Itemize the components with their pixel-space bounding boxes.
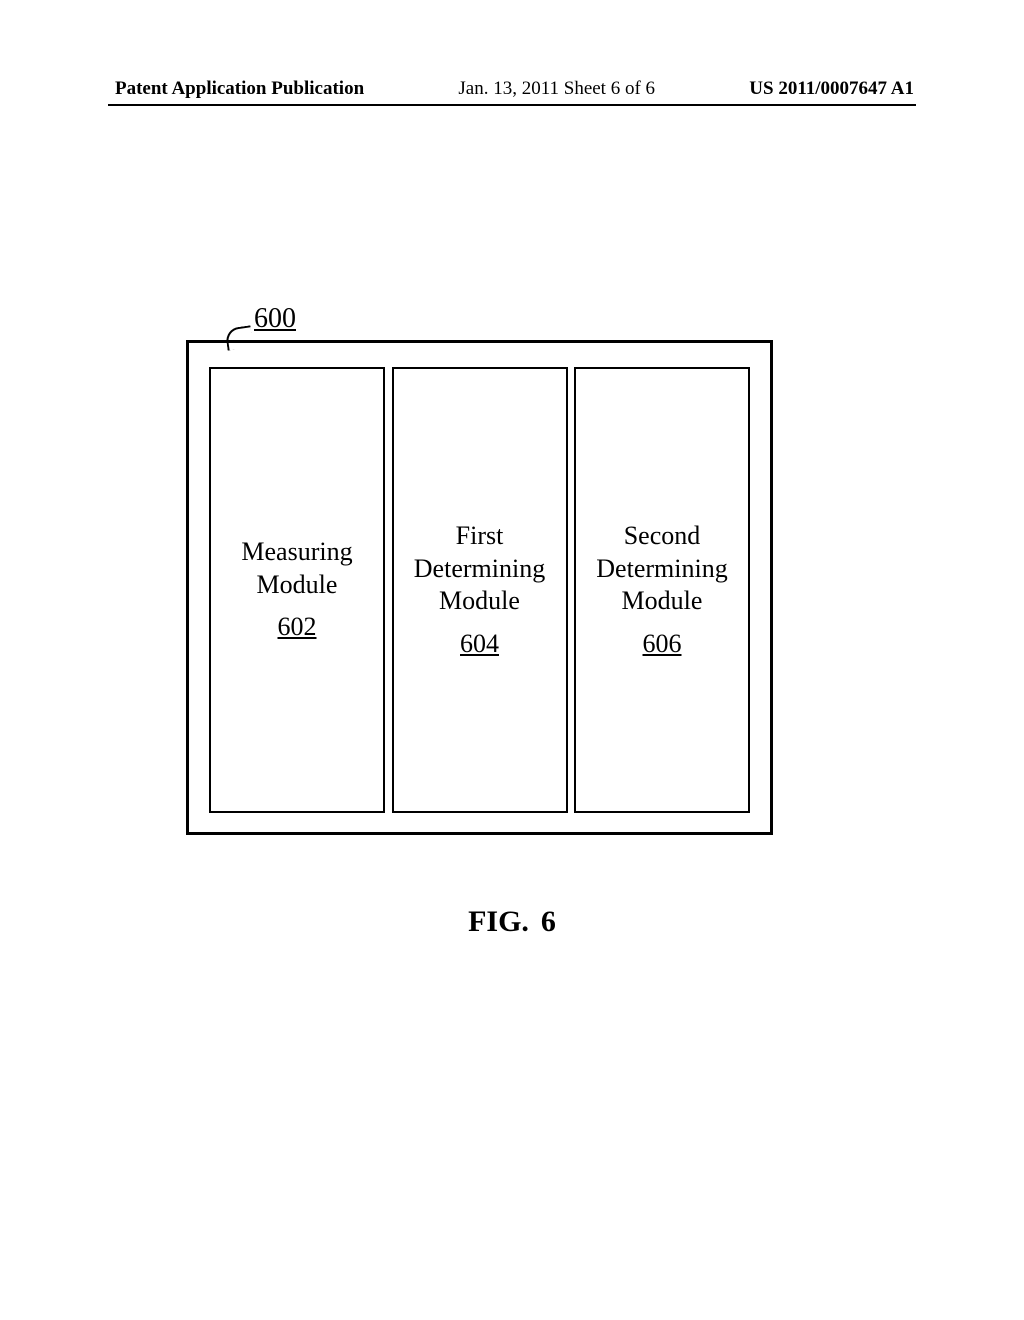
figure-caption-number: 6 [541, 905, 556, 938]
page: Patent Application Publication Jan. 13, … [0, 0, 1024, 1320]
module-ref-number: 602 [278, 611, 317, 644]
figure-ref-number: 600 [254, 303, 296, 335]
module-label-line: Module [622, 585, 703, 618]
header-right: US 2011/0007647 A1 [749, 78, 914, 100]
module-label-line: First [456, 520, 504, 553]
outer-container-box: Measuring Module 602 First Determining M… [186, 340, 773, 835]
module-label-line: Module [257, 569, 338, 602]
module-label-line: Module [439, 585, 520, 618]
second-determining-module-box: Second Determining Module 606 [574, 367, 750, 813]
header-center: Jan. 13, 2011 Sheet 6 of 6 [458, 78, 655, 100]
module-label-line: Measuring [241, 536, 352, 569]
module-label-line: Determining [414, 553, 545, 586]
figure-caption-prefix: FIG. [468, 905, 529, 938]
figure-caption: FIG. 6 [0, 905, 1024, 939]
page-header: Patent Application Publication Jan. 13, … [0, 78, 1024, 100]
module-ref-number: 604 [460, 628, 499, 661]
measuring-module-box: Measuring Module 602 [209, 367, 385, 813]
module-label-line: Second [624, 520, 701, 553]
module-label-line: Determining [596, 553, 727, 586]
first-determining-module-box: First Determining Module 604 [392, 367, 568, 813]
header-left: Patent Application Publication [115, 78, 364, 100]
module-ref-number: 606 [643, 628, 682, 661]
figure-600: 600 Measuring Module 602 First Determini… [186, 340, 773, 835]
header-rule [108, 104, 916, 106]
